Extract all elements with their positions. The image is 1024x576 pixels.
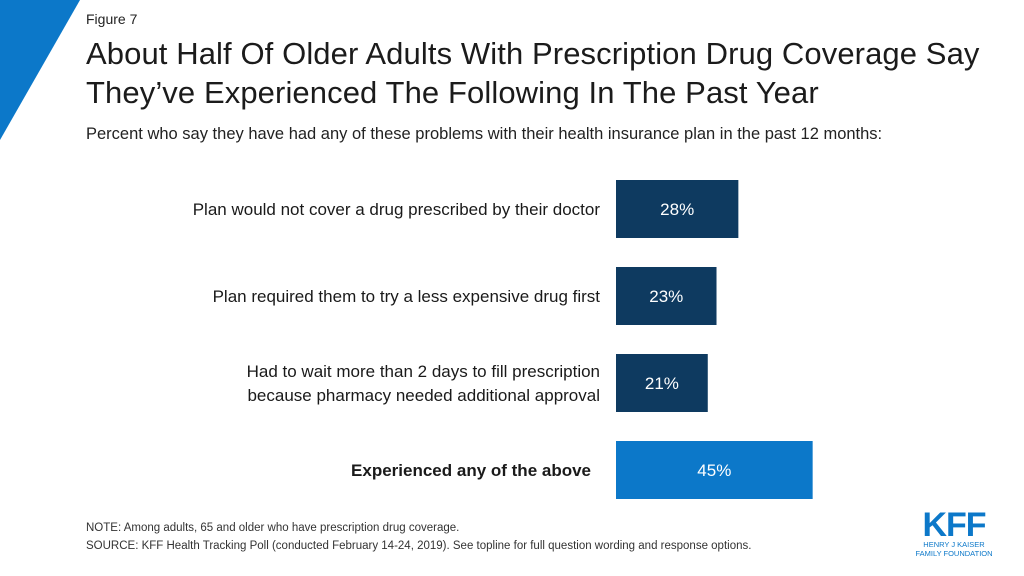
bar-4 bbox=[616, 441, 813, 499]
category-label-1: Plan would not cover a drug prescribed b… bbox=[193, 200, 601, 219]
category-label-line: because pharmacy needed additional appro… bbox=[247, 386, 600, 405]
footnote-note: NOTE: Among adults, 65 and older who hav… bbox=[86, 522, 460, 534]
bar-chart: 28% Plan would not cover a drug prescribe… bbox=[193, 180, 813, 499]
kff-logo-line2: FAMILY FOUNDATION bbox=[916, 549, 992, 558]
corner-accent-shape bbox=[0, 0, 80, 140]
category-label-line: Experienced any of the above bbox=[351, 461, 591, 480]
chart-subtitle: Percent who say they have had any of the… bbox=[86, 125, 883, 143]
category-label-4: Experienced any of the above bbox=[351, 461, 591, 480]
kff-logo-mark: KFF bbox=[922, 506, 985, 544]
bar-value-label-2: 23% bbox=[649, 287, 683, 306]
category-label-line: Plan would not cover a drug prescribed b… bbox=[193, 200, 601, 219]
bar-value-label-1: 28% bbox=[660, 200, 694, 219]
bar-value-label-3: 21% bbox=[645, 374, 679, 393]
category-label-line: Had to wait more than 2 days to fill pre… bbox=[247, 362, 600, 381]
footnote-source: SOURCE: KFF Health Tracking Poll (conduc… bbox=[86, 540, 752, 552]
bar-1 bbox=[616, 180, 739, 238]
category-label-3: Had to wait more than 2 days to fill pre… bbox=[247, 362, 600, 405]
bar-value-label-4: 45% bbox=[697, 461, 731, 480]
figure-label: Figure 7 bbox=[86, 11, 138, 27]
bar-3 bbox=[616, 354, 708, 412]
kff-logo-line1: HENRY J KAISER bbox=[923, 540, 985, 549]
kff-logo: KFF HENRY J KAISER FAMILY FOUNDATION bbox=[916, 506, 992, 558]
category-label-line: Plan required them to try a less expensi… bbox=[213, 287, 601, 306]
bar-2 bbox=[616, 267, 717, 325]
page-title: About Half Of Older Adults With Prescrip… bbox=[86, 36, 980, 110]
category-label-2: Plan required them to try a less expensi… bbox=[213, 287, 601, 306]
